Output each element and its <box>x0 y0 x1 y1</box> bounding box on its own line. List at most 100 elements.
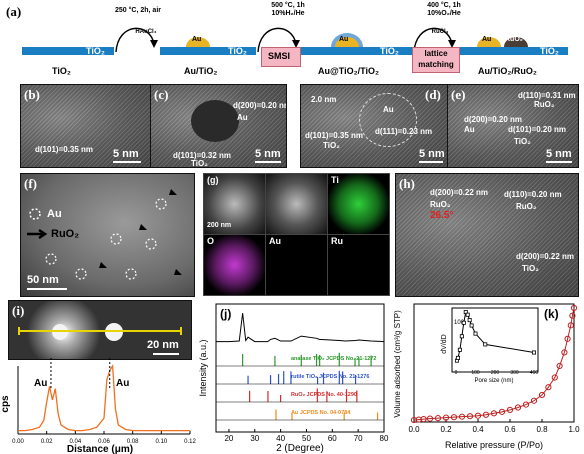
scale-e: 5 nm <box>546 148 572 160</box>
xlabel-j: 2 (Degree) <box>276 443 324 454</box>
panel-e-tem: (e) d(110)=0.31 nm RuO₂ d(200)=0.20 nm A… <box>447 84 579 168</box>
eds-label-o: O <box>207 236 215 246</box>
inset-point <box>473 331 478 336</box>
ref-label-2: RuO₂ JCPDS No. 40-1290 <box>291 392 357 398</box>
arrow-3 <box>413 27 453 53</box>
panel-letter-g: (g) <box>207 175 219 185</box>
series-line-i <box>18 363 190 432</box>
xtick-label-j: 60 <box>328 434 337 443</box>
tio2-slab-1 <box>22 47 114 55</box>
isotherm-point <box>466 413 474 420</box>
panel-letter-e: (e) <box>451 87 466 102</box>
legend-au: Au <box>47 208 62 220</box>
xtick-label-i: 0.00 <box>12 439 24 445</box>
isotherm-point <box>506 406 514 414</box>
inset-point <box>459 334 464 339</box>
lattice-matching-box: lattice matching <box>412 47 460 73</box>
isotherm-point <box>556 362 563 370</box>
lattice-h-3: d(200)=0.22 nm <box>516 252 575 261</box>
isotherm-point <box>434 415 442 422</box>
panel-letter-b: (b) <box>24 87 40 102</box>
isotherm-point <box>458 413 466 420</box>
caption-1: TiO₂ <box>52 66 71 76</box>
step2-conditions: 500 °C, 1h 10%H₂/He <box>271 2 305 17</box>
ylabel-i: cps <box>0 395 11 413</box>
ruo2-label-e: RuO₂ <box>534 100 555 109</box>
isotherm-point <box>570 304 578 312</box>
inset-frame <box>451 307 539 373</box>
panel-letter-i: (i) <box>12 303 25 318</box>
ref-label-0: anatase TiO₂ JCPDS No. 21-1272 <box>291 356 377 362</box>
step3-conditions: 400 °C, 1h 10%O₂/He <box>427 2 461 17</box>
panel-letter-k: (k) <box>544 307 559 321</box>
panel-letter-j: (j) <box>220 307 231 321</box>
shell-thickness-d: 2.0 nm <box>311 95 337 104</box>
eds-haadf: (g) 200 nm <box>203 173 266 235</box>
lattice-d-1: d(111)=0.23 nm <box>375 127 433 136</box>
eds-label-ti: Ti <box>331 175 339 185</box>
angle-label: 26.5° <box>430 210 454 221</box>
tio2-slab-3 <box>300 47 412 55</box>
panel-f-tem: (f) Au RuO₂ 50 nm <box>20 173 195 297</box>
ref-label-3: Au JCPDS No. 04-0784 <box>291 410 351 416</box>
eds-label-au: Au <box>269 236 281 246</box>
xtick-label-k: 0.2 <box>440 425 452 434</box>
eds-ti: Ti <box>327 173 390 235</box>
lattice-e-3: d(101)=0.20 nm <box>508 125 567 134</box>
inset-scale: 100 <box>454 320 465 326</box>
scale-b: 5 nm <box>113 148 139 160</box>
ruo2-label-h-1: RuO₂ <box>430 200 451 209</box>
isotherm-point <box>569 312 576 319</box>
eds-o: O <box>203 234 266 296</box>
peak-label-1: Au <box>34 378 47 389</box>
xtick-label-k: 0.8 <box>536 425 548 434</box>
isotherm-point <box>538 391 546 399</box>
slab-label-1: TiO₂ <box>86 46 105 56</box>
lattice-d-2: d(101)=0.35 nm <box>305 131 364 140</box>
panel-i-stem: (i) 20 nm <box>8 300 192 360</box>
panel-h-tem: (h) d(200)=0.22 nm d(110)=0.20 nm RuO₂ R… <box>395 173 579 297</box>
xtick-label-i: 0.12 <box>184 439 196 445</box>
inset-xtick-label: 400 <box>530 370 539 376</box>
au-label-e: Au <box>464 125 475 134</box>
au-label-1: Au <box>192 36 202 43</box>
isotherm-point <box>498 408 506 415</box>
isotherm-point <box>567 322 574 329</box>
lattice-e-1: d(110)=0.31 nm <box>518 91 576 100</box>
lattice-h-2: d(110)=0.20 nm <box>504 190 562 199</box>
ruo2-label: RuO₂ <box>505 36 523 43</box>
peak-label-2: Au <box>116 378 129 389</box>
scale-d: 5 nm <box>419 148 445 160</box>
inset-xtick-label: 200 <box>491 370 500 376</box>
lattice-e-2: d(200)=0.20 nm <box>464 115 523 124</box>
xtick-label-j: 50 <box>302 434 311 443</box>
step1-conditions: 250 °C, 2h, air <box>115 7 161 14</box>
inset-point <box>483 342 488 347</box>
isotherm-point <box>564 335 571 342</box>
eds-overlay <box>265 173 328 235</box>
xtick-label-k: 1.0 <box>568 425 580 434</box>
tio2-label-e: TiO₂ <box>514 137 531 146</box>
caption-4: Au/TiO₂/RuO₂ <box>478 66 537 76</box>
lattice-c-2: d(101)=0.32 nm <box>173 151 232 160</box>
isotherm-point <box>426 415 434 422</box>
eds-au: Au <box>265 234 328 296</box>
ylabel-j: Intensity (a.u.) <box>198 339 208 396</box>
panel-g-eds: (g) 200 nm Ti O Au Ru <box>203 173 390 296</box>
ref-label-1: rutile TiO₂ JCPDS No. 21-1276 <box>291 374 369 380</box>
isotherm-point <box>482 411 490 418</box>
inset-xlabel: Pore size (nm) <box>474 378 513 384</box>
inset-point <box>467 318 472 323</box>
au-nanoparticle-d <box>359 93 417 147</box>
caption-2: Au/TiO₂ <box>184 66 218 76</box>
xlabel-k: Relative pressure (P/Po) <box>445 440 543 450</box>
scale-f: 50 nm <box>27 274 59 286</box>
inset-point <box>457 347 462 352</box>
xtick-label-j: 80 <box>380 434 389 443</box>
inset-xtick-label: 100 <box>471 370 480 376</box>
lattice-c-1: d(200)=0.20 nm <box>233 101 287 110</box>
ylabel-k: Volume adsorbed (cm³/g STP) <box>393 310 402 418</box>
isotherm-point <box>490 410 498 417</box>
panel-c-tem: (c) d(200)=0.20 nm Au d(101)=0.32 nm TiO… <box>150 84 287 168</box>
